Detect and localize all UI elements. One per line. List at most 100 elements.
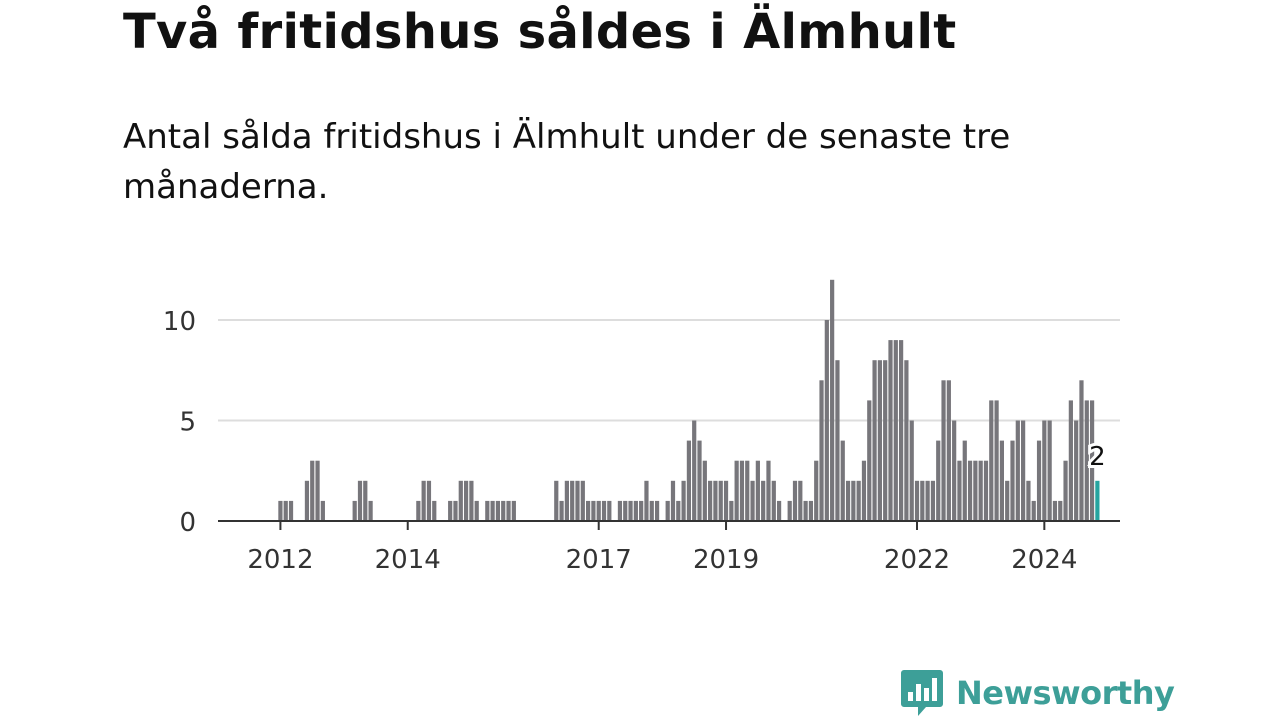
bar xyxy=(596,500,601,521)
bar xyxy=(867,400,872,521)
bar xyxy=(899,340,904,521)
bar xyxy=(363,480,368,521)
bar xyxy=(288,500,294,521)
bar xyxy=(320,500,325,521)
bar xyxy=(501,500,506,521)
gridlines xyxy=(218,319,1120,422)
bar xyxy=(999,440,1004,521)
bar xyxy=(1036,440,1042,521)
x-tick-label: 2022 xyxy=(884,545,950,575)
bar xyxy=(840,440,845,521)
bar xyxy=(1089,400,1095,521)
y-tick-label: 0 xyxy=(179,508,196,538)
chart-title: Två fritidshus såldes i Älmhult xyxy=(123,4,957,60)
bar xyxy=(474,500,479,521)
bar xyxy=(697,440,702,521)
bar xyxy=(649,500,654,521)
bar xyxy=(883,360,888,521)
brand-name: Newsworthy xyxy=(956,674,1175,712)
x-axis xyxy=(218,520,1120,530)
bar xyxy=(426,480,432,521)
x-tick-label: 2012 xyxy=(247,545,313,575)
x-tick-label: 2014 xyxy=(375,545,441,575)
bar xyxy=(1052,500,1058,521)
bar xyxy=(734,460,739,521)
bar xyxy=(644,480,649,521)
bar xyxy=(485,500,490,521)
bar xyxy=(888,340,893,521)
bar xyxy=(278,500,283,521)
bar xyxy=(830,279,835,521)
bar xyxy=(1026,480,1031,521)
bar xyxy=(575,480,580,521)
bar xyxy=(787,500,792,521)
bar xyxy=(893,340,898,521)
bar xyxy=(745,460,750,521)
bar xyxy=(665,500,670,521)
bar xyxy=(835,360,840,521)
bar xyxy=(755,460,760,521)
bar xyxy=(559,500,564,521)
bar xyxy=(766,460,771,521)
bar xyxy=(554,480,559,521)
bar xyxy=(601,500,607,521)
bar xyxy=(654,500,660,521)
bar xyxy=(845,480,851,521)
bar xyxy=(1074,420,1079,521)
bar xyxy=(469,480,474,521)
bar xyxy=(686,440,692,521)
x-tick-label: 2024 xyxy=(1011,545,1077,575)
bar xyxy=(729,500,734,521)
bar xyxy=(761,480,766,521)
bar xyxy=(877,360,882,521)
bar xyxy=(994,400,999,521)
bar xyxy=(458,480,463,521)
newsworthy-logo-icon xyxy=(901,670,943,716)
bar xyxy=(1021,420,1026,521)
bar xyxy=(851,480,856,521)
bar xyxy=(432,500,437,521)
chart-subtitle: Antal sålda fritidshus i Älmhult under d… xyxy=(123,117,1011,207)
bar xyxy=(1095,480,1100,521)
bar xyxy=(978,460,983,521)
bar xyxy=(591,500,596,521)
bar xyxy=(909,420,914,521)
bar xyxy=(1079,380,1084,521)
x-tick-label: 2019 xyxy=(693,545,759,575)
bar xyxy=(495,500,501,521)
bar xyxy=(421,480,426,521)
bars xyxy=(278,279,1100,521)
bar xyxy=(983,460,989,521)
bar xyxy=(1068,400,1073,521)
bar xyxy=(1063,460,1068,521)
bar xyxy=(856,480,861,521)
bar xyxy=(920,480,925,521)
bar xyxy=(580,480,585,521)
bar xyxy=(739,460,745,521)
bar xyxy=(819,380,824,521)
y-tick-label: 10 xyxy=(163,307,196,337)
bar xyxy=(750,480,755,521)
bar xyxy=(1031,500,1036,521)
bar xyxy=(368,500,373,521)
x-tick-label: 2017 xyxy=(566,545,632,575)
bar xyxy=(617,500,623,521)
bar xyxy=(639,500,644,521)
bar xyxy=(925,480,930,521)
bar xyxy=(723,480,729,521)
bar xyxy=(904,360,909,521)
bar xyxy=(973,460,978,521)
bar xyxy=(962,440,967,521)
bar xyxy=(1084,400,1089,521)
last-value-label: 2 xyxy=(1089,442,1106,472)
bar xyxy=(1010,440,1015,521)
bar xyxy=(936,440,941,521)
bar xyxy=(506,500,511,521)
y-tick-label: 5 xyxy=(179,408,196,438)
bar xyxy=(803,500,808,521)
bar xyxy=(607,500,612,521)
bar xyxy=(941,380,946,521)
bar xyxy=(872,360,877,521)
bar xyxy=(357,480,363,521)
bar xyxy=(957,460,962,521)
